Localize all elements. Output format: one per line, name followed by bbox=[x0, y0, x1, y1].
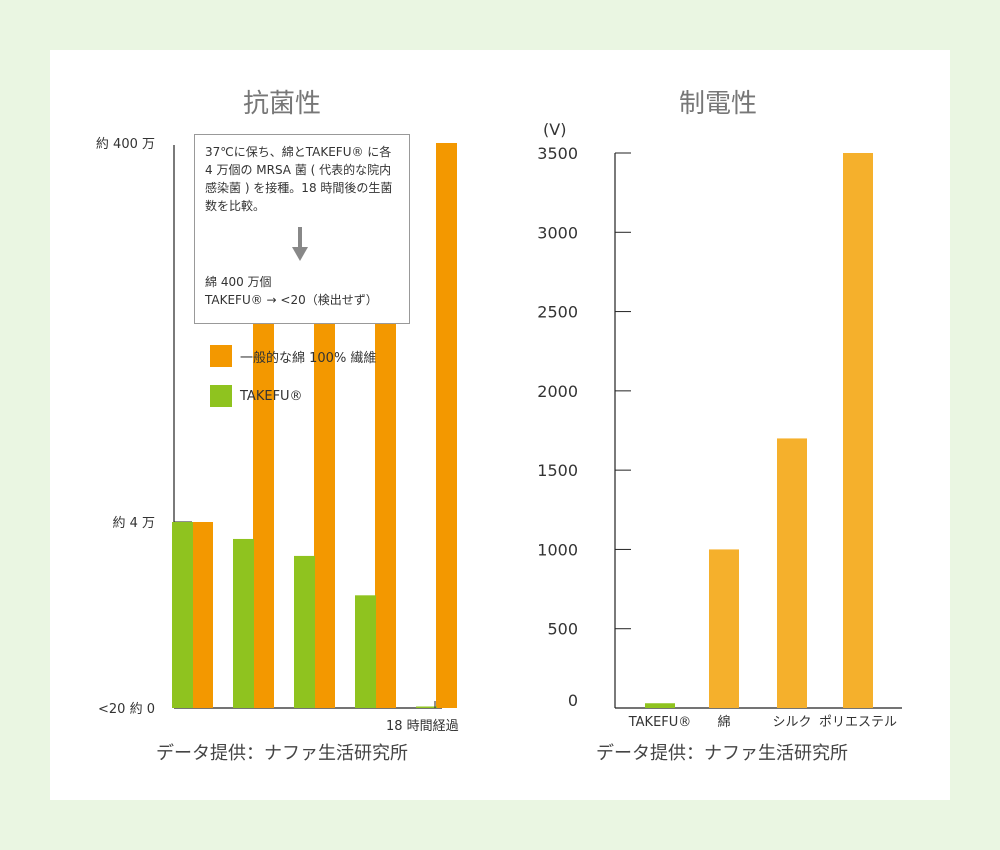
left-y-tick-label: 約 400 万 bbox=[96, 137, 155, 152]
antistatic-title: 制電性 bbox=[679, 89, 757, 119]
bar-cotton bbox=[314, 242, 335, 709]
bar-takefu bbox=[355, 595, 376, 708]
bar-cotton bbox=[436, 143, 457, 708]
experiment-result: 綿 400 万個 TAKEFU® → <20（検出せず） bbox=[205, 273, 403, 309]
left-x-tick-label: 18 時間経過 bbox=[386, 719, 459, 734]
left-data-source: データ提供：ナファ生活研究所 bbox=[156, 743, 408, 764]
bar-takefu bbox=[416, 706, 437, 708]
bar-takefu bbox=[172, 522, 193, 708]
result-cotton: 綿 400 万個 bbox=[205, 275, 272, 289]
right-y-tick-label: 0 bbox=[568, 691, 578, 710]
legend-swatch-cotton bbox=[210, 345, 232, 367]
charts-canvas: 抗菌性 <20 約 0 約 4 万 約 400 万 18 時間経過 データ提供：ナフ… bbox=[96, 89, 902, 764]
bar-cotton bbox=[192, 522, 213, 708]
antibacterial-title: 抗菌性 bbox=[243, 89, 321, 119]
legend-swatch-takefu bbox=[210, 385, 232, 407]
bar-antistatic bbox=[843, 153, 873, 708]
right-y-tick-label: 500 bbox=[547, 620, 578, 639]
bar-antistatic bbox=[645, 703, 675, 708]
right-y-tick-label: 1000 bbox=[537, 540, 578, 559]
right-y-tick-label: 3500 bbox=[537, 144, 578, 163]
arrow-down-icon bbox=[292, 227, 308, 261]
legend-label-takefu: TAKEFU® bbox=[240, 388, 303, 404]
right-y-tick-label: 3000 bbox=[537, 223, 578, 242]
right-x-tick-label: ポリエステル bbox=[819, 715, 897, 730]
legend-item-takefu: TAKEFU® bbox=[210, 385, 376, 407]
bar-takefu bbox=[294, 555, 315, 708]
bar-antistatic bbox=[777, 438, 807, 708]
bar-antistatic bbox=[709, 549, 739, 708]
right-y-tick-label: 2500 bbox=[537, 303, 578, 322]
bar-takefu bbox=[233, 538, 254, 708]
right-data-source: データ提供：ナファ生活研究所 bbox=[596, 743, 848, 764]
chart-card: 抗菌性 <20 約 0 約 4 万 約 400 万 18 時間経過 データ提供：ナフ… bbox=[50, 50, 950, 800]
right-x-tick-label: 綿 bbox=[717, 715, 730, 730]
right-x-tick-label: シルク bbox=[772, 715, 811, 730]
legend-label-cotton: 一般的な綿 100% 繊維 bbox=[240, 350, 377, 366]
left-y-tick-label: <20 約 0 bbox=[98, 702, 155, 717]
right-x-tick-label: TAKEFU® bbox=[628, 715, 692, 730]
result-takefu: TAKEFU® → <20（検出せず） bbox=[205, 293, 378, 307]
left-y-tick-label: 約 4 万 bbox=[112, 516, 155, 531]
bar-cotton bbox=[253, 299, 274, 708]
right-y-unit: (V) bbox=[543, 120, 566, 139]
right-y-tick-label: 1500 bbox=[537, 461, 578, 480]
experiment-note: 37℃に保ち、綿とTAKEFU® に各 4 万個の MRSA 菌 ( 代表的な院… bbox=[194, 134, 410, 324]
experiment-description: 37℃に保ち、綿とTAKEFU® に各 4 万個の MRSA 菌 ( 代表的な院… bbox=[205, 145, 393, 213]
right-y-tick-label: 2000 bbox=[537, 382, 578, 401]
legend-item-cotton: 一般的な綿 100% 繊維 bbox=[210, 345, 376, 367]
legend: 一般的な綿 100% 繊維 TAKEFU® bbox=[210, 345, 376, 425]
